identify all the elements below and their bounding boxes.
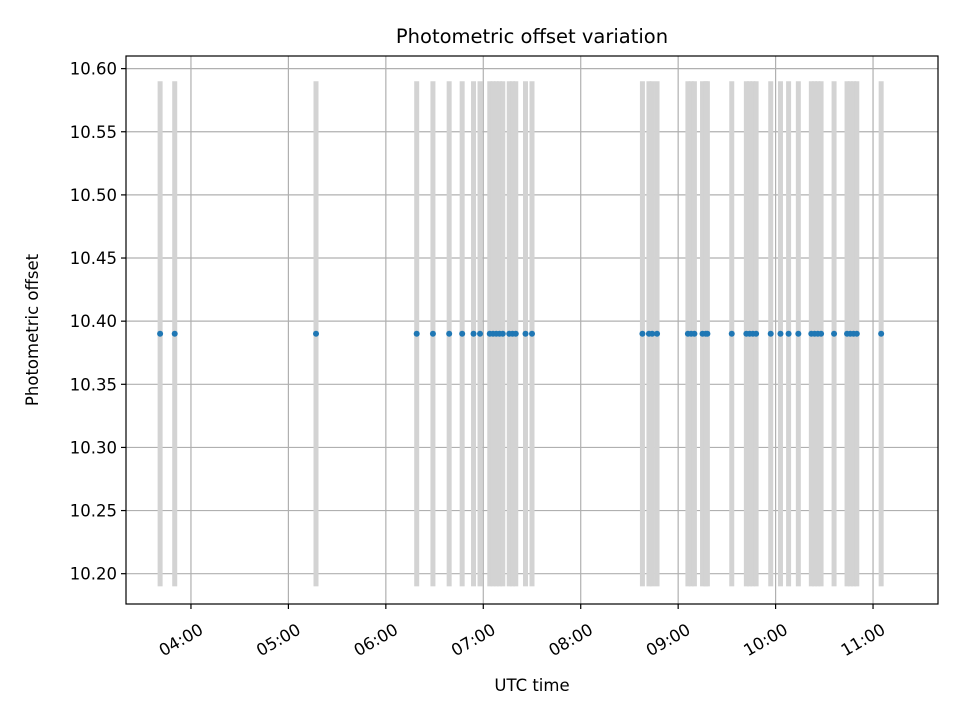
data-point bbox=[878, 330, 885, 337]
data-point bbox=[691, 330, 698, 337]
ticks bbox=[121, 68, 874, 609]
y-tick-label: 10.45 bbox=[70, 249, 117, 268]
x-tick-label: 11:00 bbox=[838, 620, 889, 660]
y-axis-label: Photometric offset bbox=[23, 253, 42, 406]
data-point bbox=[777, 330, 784, 337]
x-tick-label: 09:00 bbox=[643, 620, 694, 660]
data-point bbox=[313, 330, 320, 337]
x-tick-label: 05:00 bbox=[253, 620, 304, 660]
x-tick-label: 08:00 bbox=[545, 620, 596, 660]
y-tick-labels: 10.20 10.25 10.30 10.35 10.40 10.45 10.50 10.55… bbox=[70, 60, 117, 584]
x-tick-label: 04:00 bbox=[156, 620, 207, 660]
data-point bbox=[446, 330, 453, 337]
x-tick-label: 07:00 bbox=[448, 620, 499, 660]
data-point bbox=[459, 330, 466, 337]
x-tick-labels: 04:00 05:00 06:00 07:00 08:00 09:00 10:00 11:00 bbox=[156, 620, 889, 660]
data-point bbox=[477, 330, 484, 337]
y-tick-label: 10.55 bbox=[70, 123, 117, 142]
data-point bbox=[853, 330, 860, 337]
y-tick-label: 10.25 bbox=[70, 502, 117, 521]
x-axis-label: UTC time bbox=[494, 676, 569, 695]
data-point bbox=[704, 330, 711, 337]
data-point bbox=[499, 330, 506, 337]
data-point bbox=[157, 330, 164, 337]
data-point bbox=[654, 330, 661, 337]
x-tick-label: 10:00 bbox=[740, 620, 791, 660]
data-point bbox=[639, 330, 646, 337]
chart-title: Photometric offset variation bbox=[396, 25, 668, 48]
data-point bbox=[512, 330, 519, 337]
data-point bbox=[171, 330, 178, 337]
data-point bbox=[753, 330, 760, 337]
y-tick-label: 10.35 bbox=[70, 375, 117, 394]
x-tick-label: 06:00 bbox=[351, 620, 402, 660]
data-point bbox=[795, 330, 802, 337]
data-point bbox=[529, 330, 535, 337]
data-point bbox=[728, 330, 735, 337]
data-point bbox=[413, 330, 420, 337]
data-point bbox=[767, 330, 774, 337]
data-point bbox=[818, 330, 825, 337]
y-tick-label: 10.20 bbox=[70, 565, 117, 584]
y-tick-label: 10.50 bbox=[70, 186, 117, 205]
data-point bbox=[785, 330, 792, 337]
data-point bbox=[831, 330, 838, 337]
y-tick-label: 10.40 bbox=[70, 312, 117, 331]
y-tick-label: 10.30 bbox=[70, 438, 117, 457]
y-tick-label: 10.60 bbox=[70, 60, 117, 79]
data-point bbox=[522, 330, 529, 337]
data-points bbox=[157, 330, 885, 337]
axes-frame bbox=[125, 55, 939, 605]
data-point bbox=[429, 330, 436, 337]
data-point bbox=[470, 330, 477, 337]
data-point bbox=[649, 330, 656, 337]
